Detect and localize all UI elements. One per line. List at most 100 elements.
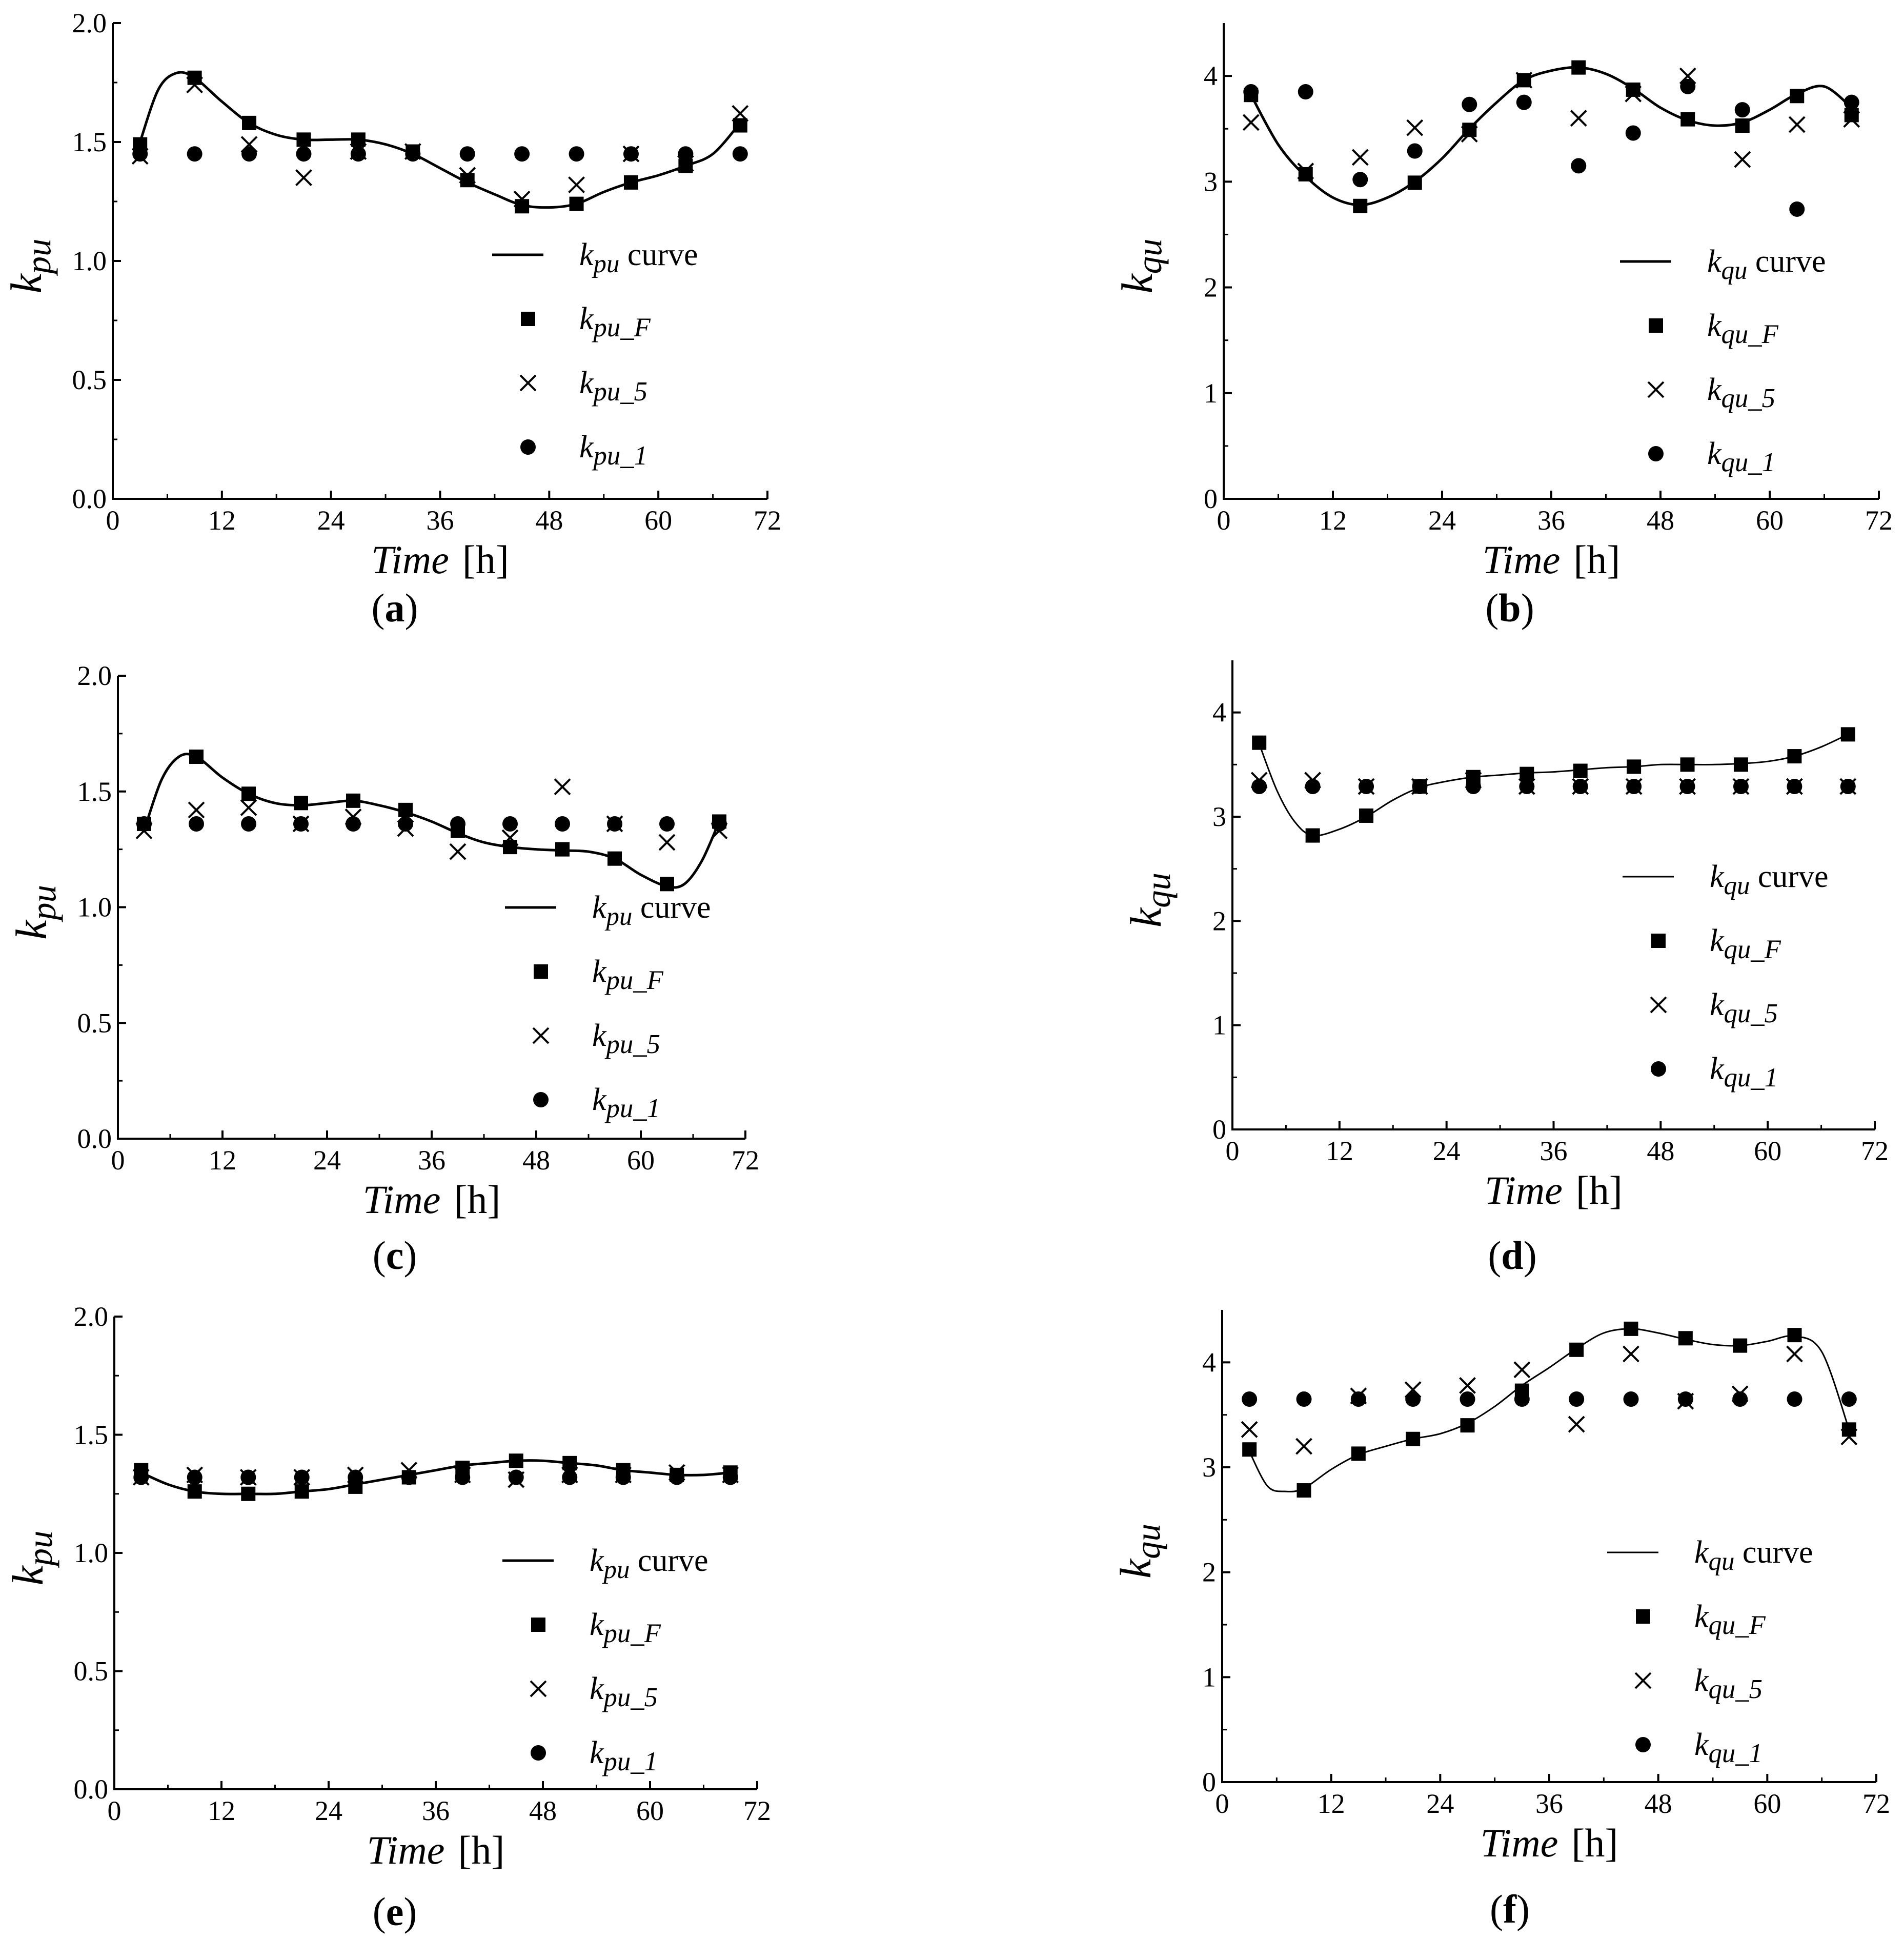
y-tick-label: 0 (1212, 1114, 1226, 1145)
data-point-dot (294, 1469, 310, 1485)
data-point-dot (1407, 143, 1423, 159)
data-point-square (569, 196, 584, 211)
data-point-square (1569, 1342, 1584, 1357)
y-tick-label: 1.0 (74, 1538, 109, 1568)
data-point-cross (459, 167, 476, 184)
data-point-dot (1352, 172, 1368, 188)
x-tick-label: 12 (1318, 1788, 1345, 1819)
legend-label: kqu_F (1694, 1599, 1766, 1640)
y-tick-label: 1 (1204, 378, 1218, 409)
data-point-dot (187, 146, 202, 162)
legend-label: kpu_5 (579, 366, 647, 407)
y-tick-label: 0.0 (74, 1774, 109, 1805)
x-tick-label: 36 (1540, 1136, 1568, 1166)
panel-e: 0 12 24 36 48 60 72 0.0 0.5 1.0 1.5 2.0 Time [h] kpu kp… (3, 1301, 771, 1934)
data-point-square (1252, 735, 1267, 750)
data-point-cross (1241, 1421, 1258, 1438)
y-tick-label: 2 (1204, 272, 1218, 303)
panel-label: (f) (1490, 1887, 1530, 1931)
data-point-square (1624, 1321, 1638, 1336)
legend-label: kqu curve (1710, 859, 1829, 900)
legend-label: kqu_1 (1694, 1727, 1763, 1768)
data-point-cross (449, 843, 467, 860)
data-point-cross (186, 76, 204, 94)
x-axis-title: Time [h] (363, 1177, 501, 1222)
y-tick-label: 0 (1202, 1767, 1216, 1797)
y-tick-label: 1.0 (72, 246, 107, 276)
y-tick-label: 1.5 (72, 127, 107, 157)
data-point-square (187, 1484, 202, 1499)
data-point-dot (1625, 125, 1641, 141)
data-point-square (1790, 89, 1805, 104)
data-point-dot (1462, 96, 1477, 112)
data-point-dot (1733, 779, 1749, 795)
legend-label: kpu_1 (590, 1735, 658, 1776)
legend-swatch-dot (1648, 446, 1664, 461)
x-tick-label: 60 (1754, 1136, 1781, 1166)
data-point-dot (1787, 779, 1802, 795)
x-tick-label: 24 (1428, 505, 1456, 536)
y-tick-label: 4 (1202, 1347, 1216, 1378)
y-tick-label: 1.0 (77, 892, 112, 923)
data-point-square (1680, 112, 1695, 127)
data-point-dot (293, 816, 309, 832)
y-tick-label: 0.0 (77, 1123, 112, 1154)
y-tick-label: 3 (1202, 1452, 1216, 1483)
data-point-dot (459, 146, 475, 162)
data-point-cross (188, 801, 205, 819)
legend-label: kqu_1 (1707, 436, 1775, 477)
x-tick-label: 36 (1535, 1788, 1563, 1819)
data-point-square (242, 115, 257, 130)
data-point-dot (1841, 1391, 1857, 1407)
legend-swatch-cross (530, 1680, 547, 1698)
y-tick-label: 0.0 (72, 483, 107, 514)
x-axis-title: Time [h] (371, 537, 509, 582)
legend-swatch-cross (519, 374, 537, 392)
data-point-square (555, 842, 570, 857)
data-point-cross (1786, 1345, 1803, 1363)
panel-label: (e) (373, 1889, 417, 1934)
legend-swatch-square (521, 312, 535, 326)
x-tick-label: 72 (754, 505, 781, 536)
legend-label: kqu curve (1707, 244, 1826, 285)
data-point-square (294, 1484, 309, 1499)
y-axis-title: kpu (2, 239, 58, 294)
data-point-square (1841, 1422, 1856, 1437)
data-point-dot (1572, 779, 1588, 795)
data-point-cross (1515, 71, 1533, 89)
legend-label: kpu curve (592, 890, 711, 931)
data-point-dot (1305, 779, 1321, 795)
legend-label: kqu_F (1710, 923, 1781, 964)
legend-label: kqu_5 (1710, 987, 1778, 1028)
data-point-dot (1519, 779, 1535, 795)
x-tick-label: 36 (422, 1795, 450, 1826)
data-point-cross (1568, 1416, 1585, 1433)
data-point-cross (1242, 114, 1260, 131)
x-tick-label: 24 (317, 505, 345, 536)
x-tick-label: 0 (106, 505, 120, 536)
y-tick-label: 1 (1212, 1010, 1226, 1041)
data-point-square (562, 1456, 577, 1470)
x-tick-label: 36 (1537, 505, 1565, 536)
x-tick-label: 48 (1645, 1788, 1672, 1819)
x-tick-label: 60 (644, 505, 672, 536)
data-point-square (1406, 1431, 1421, 1446)
data-point-dot (732, 146, 748, 162)
panel-c: 0 12 24 36 48 60 72 0.0 0.5 1.0 1.5 2.0 Time [h] kpu kp… (7, 660, 759, 1278)
data-point-dot (607, 816, 622, 832)
panel-label: (c) (373, 1233, 417, 1278)
data-point-square (1351, 1446, 1366, 1461)
data-point-dot (1571, 158, 1587, 174)
data-point-square (296, 132, 311, 147)
data-point-cross (1623, 1345, 1639, 1363)
y-axis-title: kpu (3, 1531, 59, 1586)
data-point-dot (1789, 201, 1805, 217)
legend-a: kpu curve kpu_F kpu_5 kpu_1 (492, 237, 698, 471)
data-point-cross (1461, 126, 1478, 143)
x-tick-label: 72 (732, 1145, 759, 1176)
panel-a: 0 12 24 36 48 60 72 0.0 0.5 1.0 1.5 2.0 Time [h] kpu kp… (2, 8, 781, 630)
data-point-dot (502, 816, 518, 832)
series-curve (1258, 734, 1849, 837)
legend-swatch-dot (520, 439, 536, 455)
